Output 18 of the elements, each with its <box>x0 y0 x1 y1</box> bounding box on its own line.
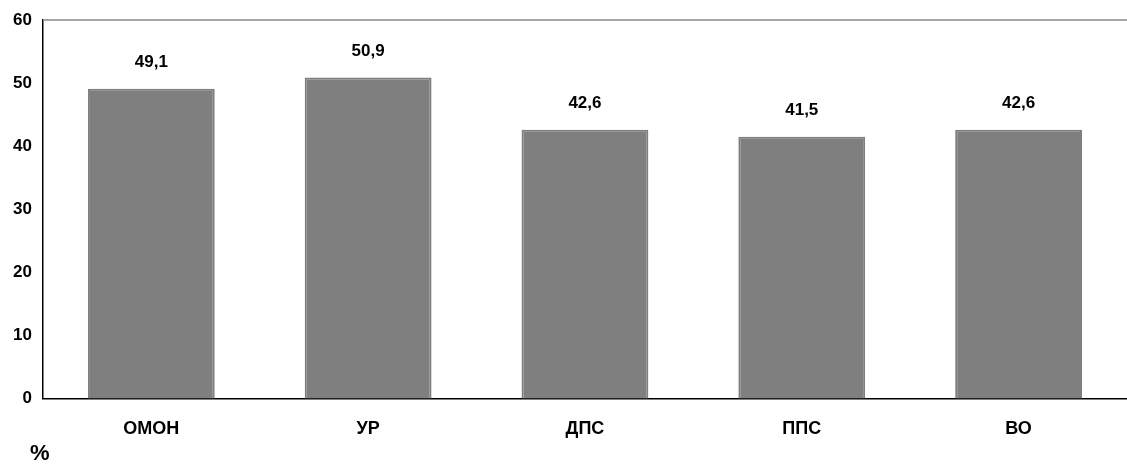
x-tick-label: УР <box>356 418 380 439</box>
y-tick-label: 0 <box>22 388 32 408</box>
data-label: 42,6 <box>1002 92 1036 112</box>
x-tick-label: ДПС <box>565 418 605 439</box>
data-label: 50,9 <box>351 40 385 60</box>
x-tick-label: ВО <box>1005 418 1032 439</box>
y-tick-label: 40 <box>12 135 32 155</box>
data-label: 42,6 <box>568 92 602 112</box>
y-tick-label: 60 <box>12 9 32 29</box>
y-tick-label: 20 <box>12 261 32 281</box>
y-axis-title: % <box>30 440 50 466</box>
x-tick-label: ППС <box>782 418 822 439</box>
x-tick-label: ОМОН <box>123 418 180 439</box>
y-tick-label: 30 <box>12 198 32 218</box>
data-label: 49,1 <box>134 51 168 71</box>
y-tick-label: 10 <box>12 325 32 345</box>
y-tick-label: 50 <box>12 72 32 92</box>
data-label: 41,5 <box>785 99 819 119</box>
